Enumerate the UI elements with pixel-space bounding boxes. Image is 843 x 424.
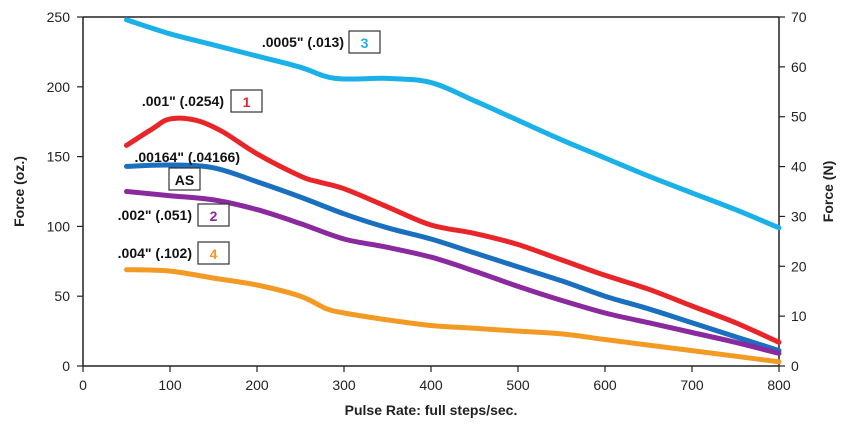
series-line-3 xyxy=(124,189,782,356)
y-tick-label-left: 0 xyxy=(62,358,70,374)
series-number-box-3 xyxy=(197,203,230,227)
series-line-2 xyxy=(124,162,782,354)
x-tick-label: 800 xyxy=(767,377,791,393)
series-number-4: 4 xyxy=(210,246,218,262)
x-tick-label: 100 xyxy=(158,377,182,393)
series-label-2: .00164" (.04166) xyxy=(135,149,241,165)
x-tick-label: 300 xyxy=(332,377,356,393)
series-label-0: .0005" (.013) xyxy=(262,34,344,50)
x-tick-label: 400 xyxy=(419,377,443,393)
x-tick-label: 700 xyxy=(680,377,704,393)
series-number-3: 2 xyxy=(210,208,218,224)
y-tick-label-right: 50 xyxy=(791,109,807,125)
y-tick-label-left: 150 xyxy=(47,149,71,165)
series-number-0: 3 xyxy=(361,35,369,51)
y-tick-label-right: 20 xyxy=(791,258,807,274)
series-line-4 xyxy=(124,267,782,365)
series-number-box-4 xyxy=(197,241,230,265)
series-number-box-2 xyxy=(168,167,201,191)
x-tick-label: 200 xyxy=(245,377,269,393)
x-tick-label: 600 xyxy=(593,377,617,393)
series-line-0 xyxy=(124,17,782,231)
x-axis-title: Pulse Rate: full steps/sec. xyxy=(345,402,518,418)
y-tick-label-right: 10 xyxy=(791,308,807,324)
series-line-1 xyxy=(124,115,782,345)
y-tick-label-left: 100 xyxy=(47,218,71,234)
series-number-box-0 xyxy=(348,30,381,54)
y-tick-label-right: 0 xyxy=(791,358,799,374)
series-number-box-1 xyxy=(230,89,263,113)
series-labels: .0005" (.013) 3 .001" (.0254) 1 .00164" (.04… xyxy=(118,30,381,265)
series-label-4: .004" (.102) xyxy=(118,245,192,261)
axes: 0 100 200 300 400 500 600 700 800050100150200250… xyxy=(47,9,807,393)
y-tick-label-right: 70 xyxy=(791,9,807,25)
y-axis-title-right: Force (N) xyxy=(820,161,836,222)
series-number-2: AS xyxy=(175,172,194,188)
y-tick-label-left: 50 xyxy=(54,288,70,304)
series-number-1: 1 xyxy=(243,94,251,110)
y-tick-label-right: 30 xyxy=(791,208,807,224)
x-tick-label: 0 xyxy=(79,377,87,393)
y-axis-title-left: Force (oz.) xyxy=(11,156,27,227)
series-label-3: .002" (.051) xyxy=(118,207,192,223)
x-tick-label: 500 xyxy=(506,377,530,393)
y-tick-label-left: 200 xyxy=(47,79,71,95)
y-tick-label-left: 250 xyxy=(47,9,71,25)
y-tick-label-right: 60 xyxy=(791,59,807,75)
series-lines xyxy=(124,17,782,365)
series-label-1: .001" (.0254) xyxy=(142,93,224,109)
y-tick-label-right: 40 xyxy=(791,159,807,175)
